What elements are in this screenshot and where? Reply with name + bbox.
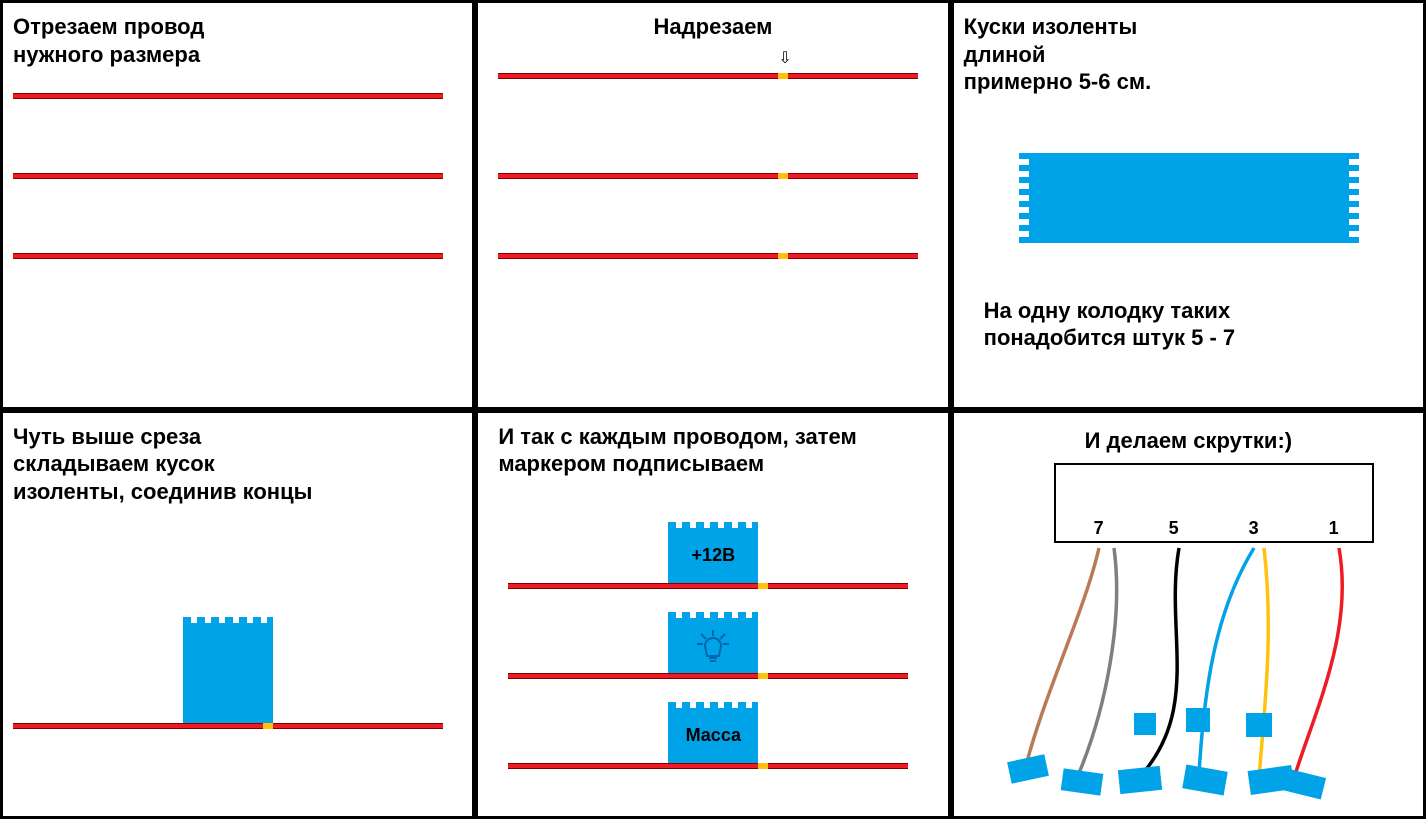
tape-knot-2 [1118,765,1162,793]
cell-6: И делаем скрутки:) 7 5 3 1 [951,410,1426,819]
tag-label-1: +12В [692,545,736,566]
cell-5: И так с каждым проводом, затеммаркером п… [475,410,950,819]
tag-c5-2 [668,618,758,673]
cell5-title: И так с каждым проводом, затеммаркером п… [488,423,937,478]
tape-knot-4 [1186,708,1210,732]
tape-sample [1024,153,1354,243]
notch-c5-1 [758,583,768,589]
cell3-subtitle: На одну колодку такихпонадобится штук 5 … [984,297,1235,352]
cell-3: Куски изолентыдлинойпримерно 5-6 см. На … [951,0,1426,410]
wire-c2-1 [498,73,918,79]
tape-tag-c4 [183,623,273,723]
cell3-title: Куски изолентыдлинойпримерно 5-6 см. [964,13,1413,96]
wire-c4 [13,723,443,729]
instruction-grid: Отрезаем проводнужного размера Надрезаем… [0,0,1426,819]
cell1-title: Отрезаем проводнужного размера [13,13,462,68]
cell-1: Отрезаем проводнужного размера [0,0,475,410]
cell4-title: Чуть выше срезаскладываем кусокизоленты,… [13,423,462,506]
notch-c2-1 [778,73,788,79]
notch-c5-2 [758,673,768,679]
tag-c5-1: +12В [668,528,758,583]
wire-c1-1 [13,93,443,99]
wire-c5-3 [508,763,908,769]
cell2-title: Надрезаем [488,13,937,41]
notch-c2-3 [778,253,788,259]
tag-label-3: Масса [686,725,741,746]
tag-c5-3: Масса [668,708,758,763]
notch-c2-2 [778,173,788,179]
tape-knot-3 [1134,713,1156,735]
notch-c5-3 [758,763,768,769]
bulb-icon [693,628,733,668]
wire-c1-2 [13,173,443,179]
wire-c1-3 [13,253,443,259]
wire-c2-3 [498,253,918,259]
wire-c5-2 [508,673,908,679]
cell-2: Надрезаем ⇩ [475,0,950,410]
notch-c4 [263,723,273,729]
tape-knot-6 [1246,713,1272,737]
wire-c2-2 [498,173,918,179]
wire-c5-1 [508,583,908,589]
notch-arrow-icon: ⇩ [778,48,791,68]
cell-4: Чуть выше срезаскладываем кусокизоленты,… [0,410,475,819]
